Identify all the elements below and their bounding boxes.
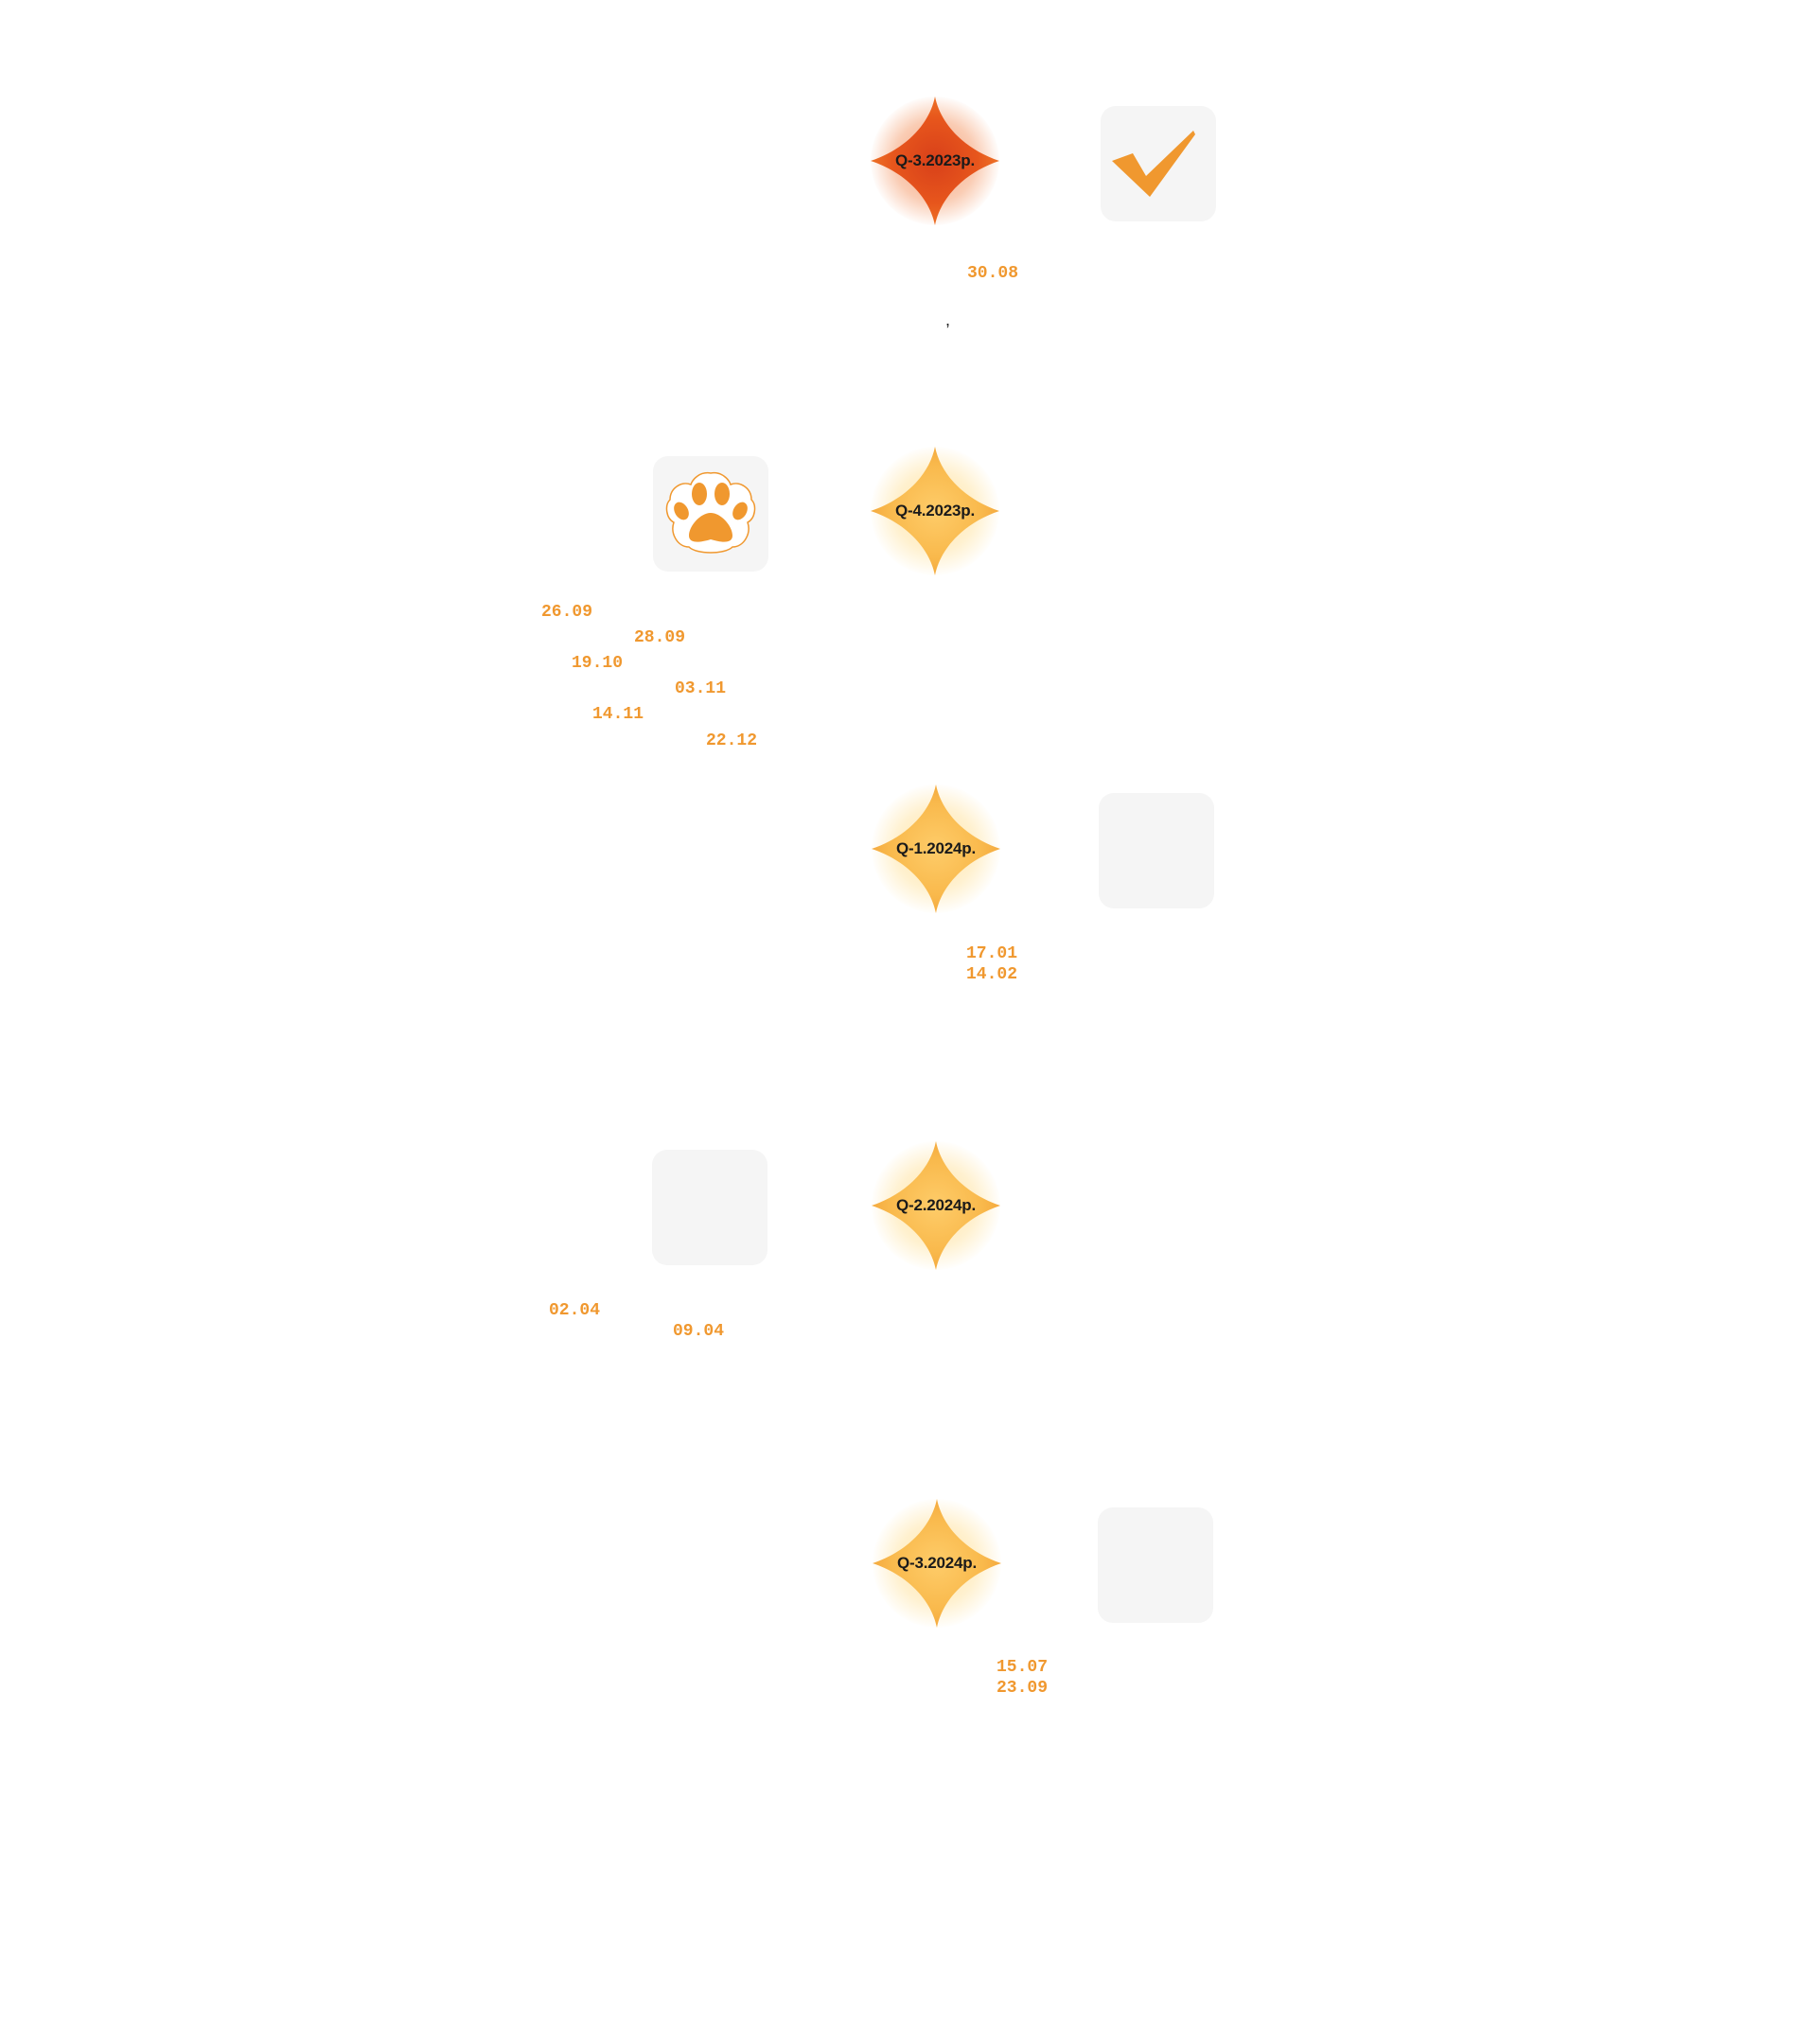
- star-shape-icon: [872, 1141, 1000, 1270]
- date-label: 23.09: [997, 1679, 1049, 1698]
- paw-icon: [665, 471, 756, 554]
- milestone-label: Q-3.2024р.: [897, 1554, 977, 1572]
- date-label: 09.04: [673, 1322, 725, 1341]
- date-label: 30.08: [967, 264, 1019, 283]
- milestone-q4-2023: Q-4.2023р.: [871, 447, 999, 575]
- date-label: 22.12: [706, 731, 758, 750]
- date-label: 26.09: [541, 603, 593, 622]
- date-label: 14.02: [966, 965, 1018, 984]
- empty-card[interactable]: [652, 1150, 767, 1265]
- checkmark-card[interactable]: [1101, 106, 1216, 221]
- milestone-label: Q-2.2024р.: [896, 1196, 976, 1214]
- milestone-q3-2024: Q-3.2024р.: [873, 1499, 1001, 1628]
- date-label: 28.09: [634, 628, 686, 647]
- checkmark-icon: [1112, 131, 1195, 197]
- empty-card[interactable]: [1098, 1507, 1213, 1623]
- star-shape-icon: [872, 784, 1000, 913]
- milestone-q1-2024: Q-1.2024р.: [872, 784, 1000, 913]
- date-label: 03.11: [675, 679, 727, 698]
- milestone-q3-2023: Q-3.2023р.: [871, 97, 999, 225]
- date-label: 14.11: [592, 705, 644, 724]
- star-shape-icon: [871, 447, 999, 575]
- star-shape-icon: [871, 97, 999, 225]
- date-label: 02.04: [549, 1301, 601, 1320]
- milestone-label: Q-3.2023р.: [895, 151, 975, 169]
- stray-comma: ,: [945, 310, 951, 329]
- date-label: 19.10: [572, 654, 624, 673]
- milestone-q2-2024: Q-2.2024р.: [872, 1141, 1000, 1270]
- milestone-label: Q-1.2024р.: [896, 839, 976, 857]
- milestone-label: Q-4.2023р.: [895, 502, 975, 520]
- date-label: 17.01: [966, 944, 1018, 963]
- star-shape-icon: [873, 1499, 1001, 1628]
- paw-card[interactable]: [653, 456, 768, 572]
- empty-card[interactable]: [1099, 793, 1214, 908]
- date-label: 15.07: [997, 1658, 1049, 1677]
